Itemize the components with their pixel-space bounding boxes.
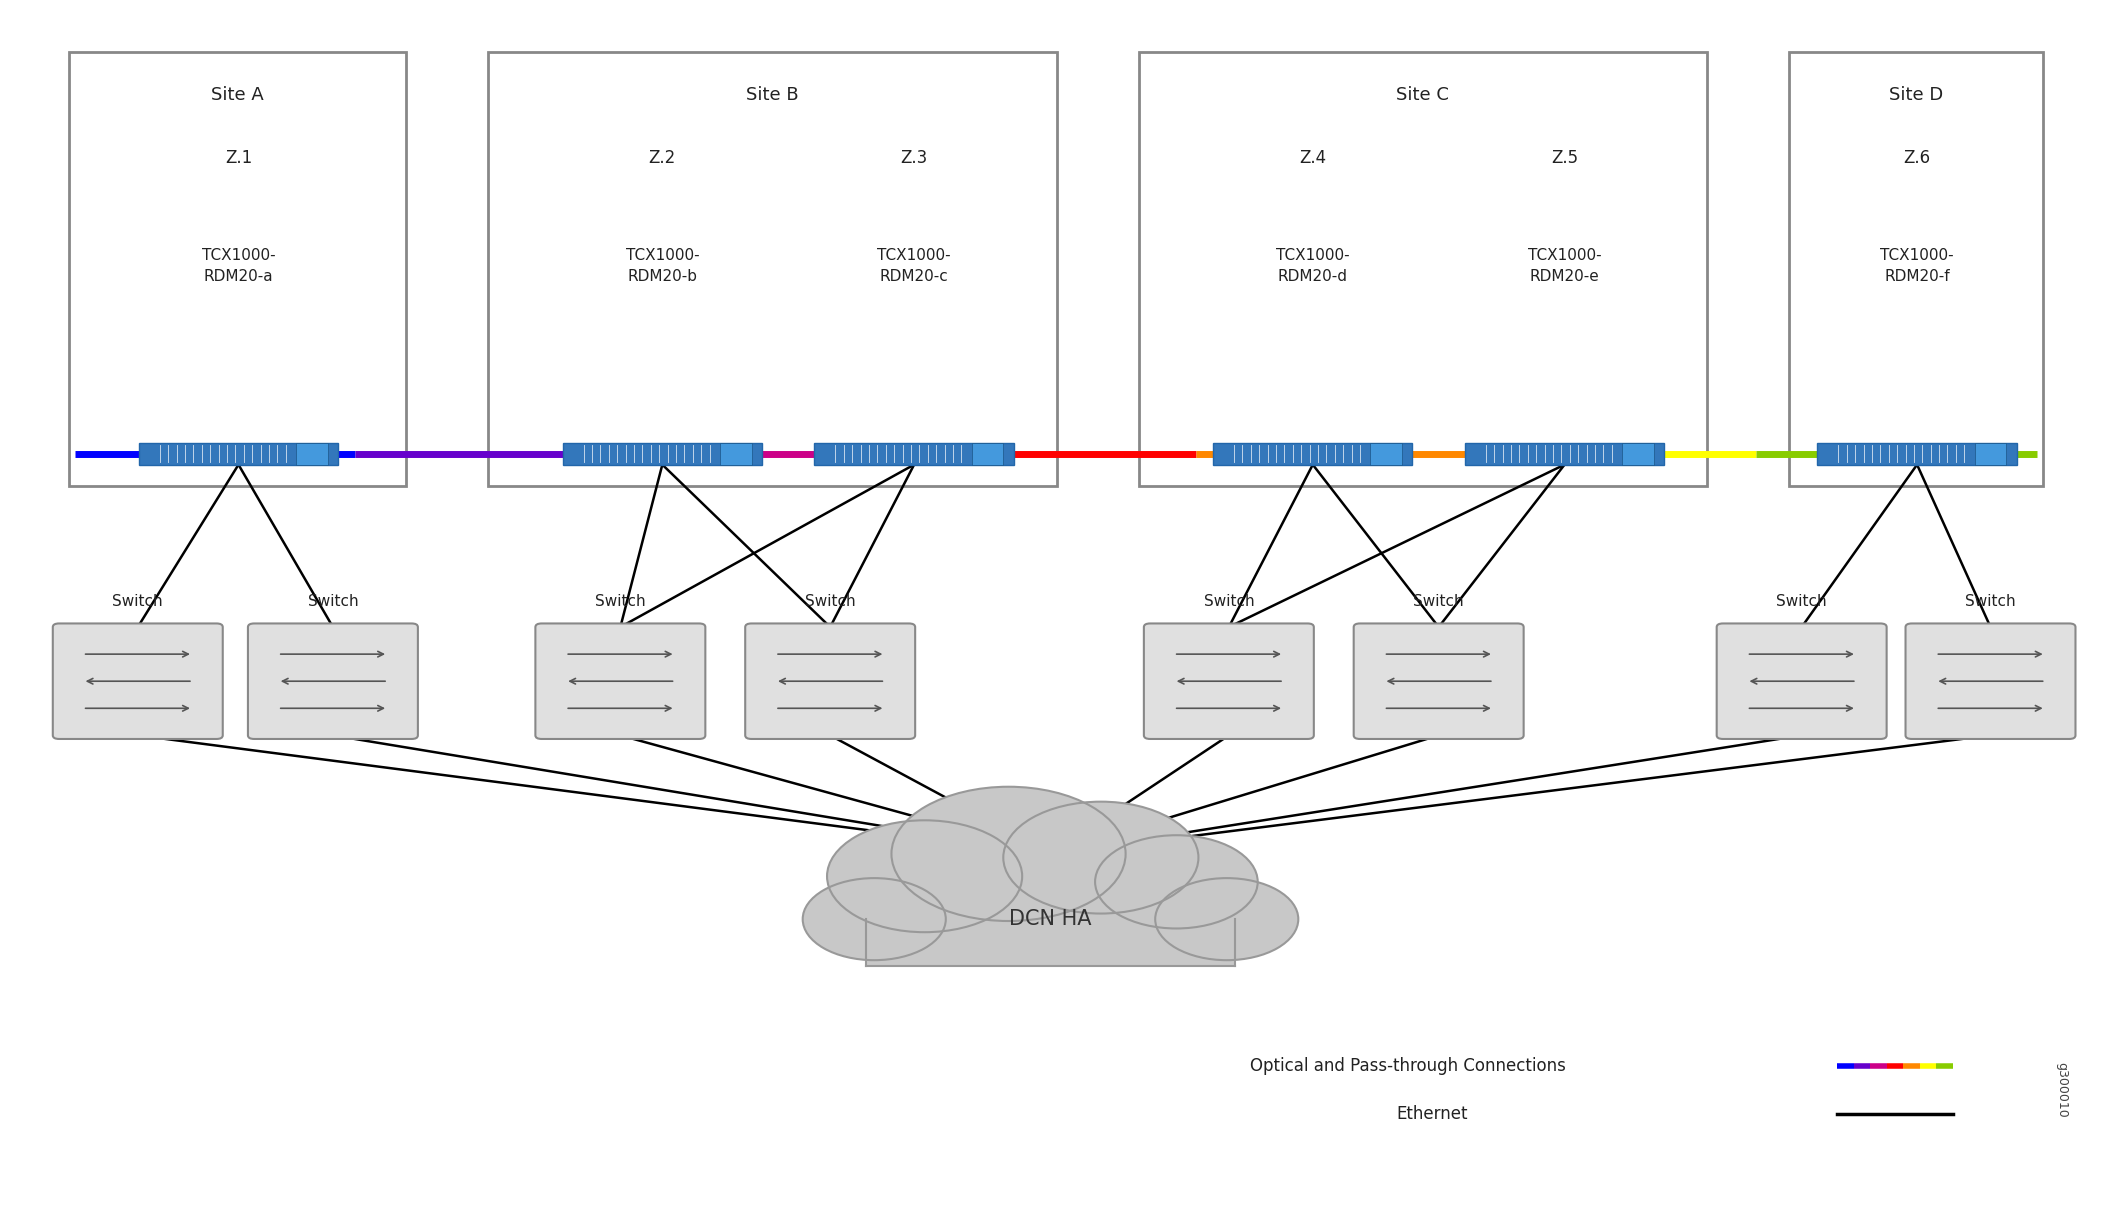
Text: TCX1000-
RDM20-d: TCX1000- RDM20-d <box>1275 248 1349 285</box>
FancyBboxPatch shape <box>746 624 916 739</box>
FancyBboxPatch shape <box>1370 443 1401 464</box>
Text: Z.2: Z.2 <box>649 148 677 166</box>
FancyBboxPatch shape <box>563 443 763 464</box>
Text: TCX1000-
RDM20-c: TCX1000- RDM20-c <box>878 248 952 285</box>
FancyBboxPatch shape <box>1790 52 2042 486</box>
FancyBboxPatch shape <box>1212 443 1412 464</box>
Text: Optical and Pass-through Connections: Optical and Pass-through Connections <box>1250 1058 1565 1076</box>
Text: Switch: Switch <box>805 595 855 609</box>
Text: Z.1: Z.1 <box>225 148 252 166</box>
FancyBboxPatch shape <box>1353 624 1523 739</box>
Text: DCN HA: DCN HA <box>1008 909 1093 929</box>
Text: TCX1000-
RDM20-a: TCX1000- RDM20-a <box>202 248 275 285</box>
Text: Switch: Switch <box>1414 595 1464 609</box>
Circle shape <box>828 820 1023 932</box>
FancyBboxPatch shape <box>487 52 1057 486</box>
FancyBboxPatch shape <box>973 443 1004 464</box>
FancyBboxPatch shape <box>1143 624 1313 739</box>
Text: Z.4: Z.4 <box>1298 148 1326 166</box>
FancyBboxPatch shape <box>139 443 338 464</box>
FancyBboxPatch shape <box>296 443 328 464</box>
FancyBboxPatch shape <box>1464 443 1664 464</box>
Circle shape <box>1095 836 1258 929</box>
Text: Z.3: Z.3 <box>901 148 929 166</box>
FancyBboxPatch shape <box>53 624 223 739</box>
Text: Ethernet: Ethernet <box>1397 1106 1469 1123</box>
Text: TCX1000-
RDM20-f: TCX1000- RDM20-f <box>1880 248 1954 285</box>
Text: Switch: Switch <box>1964 595 2015 609</box>
Circle shape <box>891 786 1126 921</box>
FancyBboxPatch shape <box>1817 443 2017 464</box>
Text: Site A: Site A <box>210 86 265 104</box>
FancyBboxPatch shape <box>1717 624 1887 739</box>
Text: TCX1000-
RDM20-e: TCX1000- RDM20-e <box>1527 248 1601 285</box>
Text: Switch: Switch <box>1775 595 1828 609</box>
Text: Site D: Site D <box>1889 86 1943 104</box>
FancyBboxPatch shape <box>1906 624 2076 739</box>
Text: Switch: Switch <box>113 595 164 609</box>
FancyBboxPatch shape <box>1139 52 1708 486</box>
Text: Switch: Switch <box>307 595 357 609</box>
Text: TCX1000-
RDM20-b: TCX1000- RDM20-b <box>626 248 700 285</box>
FancyBboxPatch shape <box>536 624 706 739</box>
FancyBboxPatch shape <box>1622 443 1653 464</box>
Circle shape <box>1156 878 1298 960</box>
Text: Switch: Switch <box>595 595 645 609</box>
Bar <box>866 888 1235 966</box>
Circle shape <box>1004 802 1198 914</box>
Text: Site B: Site B <box>746 86 798 104</box>
FancyBboxPatch shape <box>815 443 1015 464</box>
FancyBboxPatch shape <box>69 52 405 486</box>
Text: g300010: g300010 <box>2055 1062 2067 1118</box>
Text: Z.6: Z.6 <box>1904 148 1931 166</box>
FancyBboxPatch shape <box>248 624 418 739</box>
FancyBboxPatch shape <box>1975 443 2006 464</box>
Text: Switch: Switch <box>1204 595 1254 609</box>
Circle shape <box>803 878 945 960</box>
Text: Site C: Site C <box>1397 86 1450 104</box>
Text: Z.5: Z.5 <box>1551 148 1578 166</box>
FancyBboxPatch shape <box>721 443 752 464</box>
